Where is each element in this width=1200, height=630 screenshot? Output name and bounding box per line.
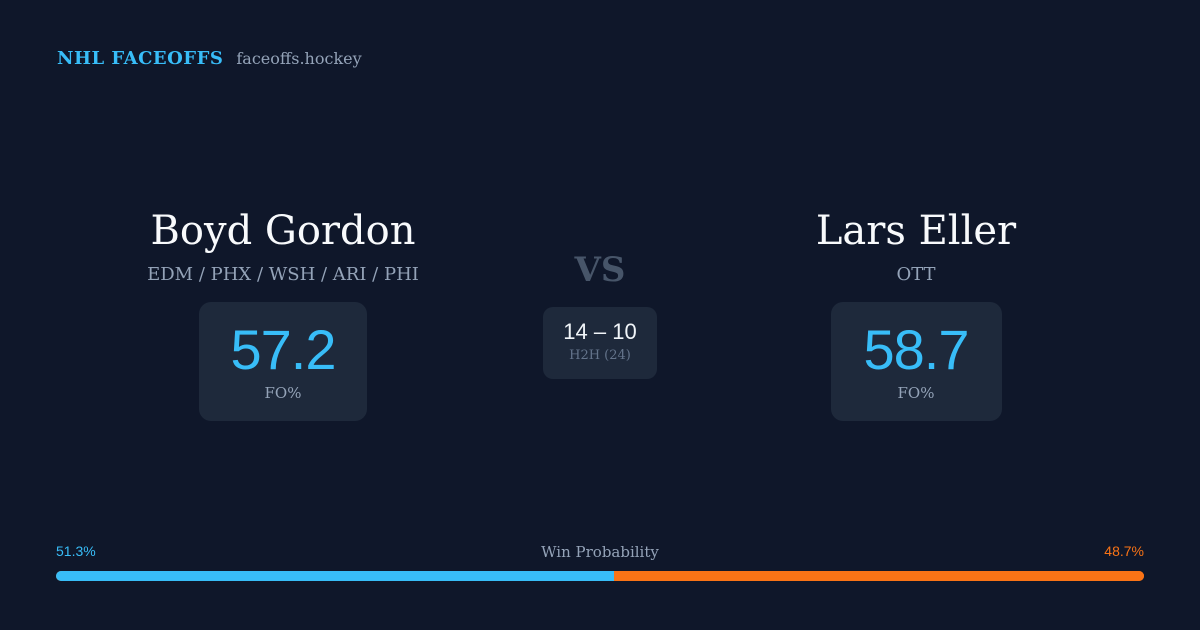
h2h-label: H2H (24): [569, 348, 631, 363]
h2h-score: 14 – 10: [563, 319, 637, 344]
player-right-fo-value: 58.7: [863, 318, 970, 381]
win-probability-labels: 51.3% Win Probability 48.7%: [56, 543, 1144, 563]
player-left-fo-label: FO%: [264, 384, 302, 402]
brand-url[interactable]: faceoffs.hockey: [236, 49, 362, 68]
win-probability-right-label: 48.7%: [1104, 543, 1144, 559]
player-right-teams: OTT: [896, 264, 936, 285]
win-probability-left-label: 51.3%: [56, 543, 96, 559]
win-probability-bar-right: [614, 571, 1144, 581]
player-left-fo-card: 57.2 FO%: [199, 302, 367, 421]
brand-name: NHL FACEOFFS: [57, 48, 224, 69]
win-probability-bar: [56, 571, 1144, 581]
player-right-fo-label: FO%: [897, 384, 935, 402]
vs-label: VS: [574, 250, 626, 290]
player-left-fo-value: 57.2: [230, 318, 337, 381]
player-left-teams: EDM / PHX / WSH / ARI / PHI: [147, 264, 419, 285]
win-probability-title: Win Probability: [541, 543, 659, 561]
player-left-name: Boyd Gordon: [150, 208, 416, 254]
player-right-name: Lars Eller: [815, 208, 1017, 254]
h2h-card: 14 – 10 H2H (24): [543, 307, 657, 379]
player-right-panel: Lars Eller OTT 58.7 FO%: [706, 205, 1126, 421]
player-right-fo-card: 58.7 FO%: [830, 302, 1002, 421]
player-left-panel: Boyd Gordon EDM / PHX / WSH / ARI / PHI …: [73, 205, 493, 421]
win-probability-bar-left: [56, 571, 615, 581]
brand: NHL FACEOFFS faceoffs.hockey: [57, 48, 362, 69]
